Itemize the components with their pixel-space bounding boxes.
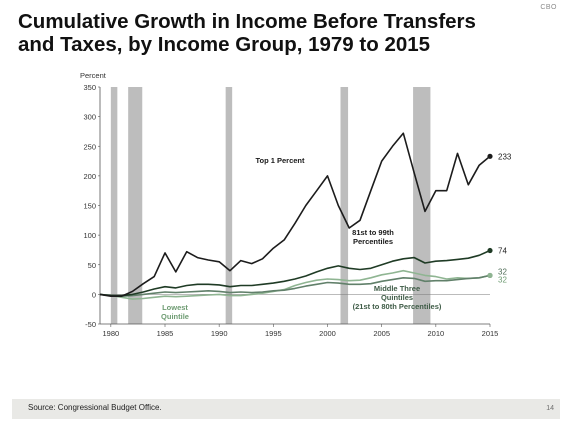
series-end-label: 233 <box>498 152 512 161</box>
title-line-1: Cumulative Growth in Income Before Trans… <box>18 10 476 33</box>
annotation-lowest-quintile: Lowest <box>162 303 188 312</box>
y-tick-label: 100 <box>83 231 96 240</box>
annotation-top-1-percent: Top 1 Percent <box>255 156 305 165</box>
recession-band <box>128 87 143 324</box>
y-tick-label: -50 <box>85 320 96 329</box>
series-end-marker <box>487 272 493 279</box>
brand-logo: CBO <box>540 4 557 11</box>
x-tick-label: 1985 <box>157 329 174 338</box>
x-tick-label: 2000 <box>319 329 336 338</box>
title-line-2: and Taxes, by Income Group, 1979 to 2015 <box>18 33 431 56</box>
x-tick-label: 2010 <box>427 329 444 338</box>
x-tick-label: 1995 <box>265 329 282 338</box>
recession-band <box>110 87 118 324</box>
series-end-marker <box>487 247 493 254</box>
y-tick-label: 0 <box>92 290 96 299</box>
annotation-81st-to-99th: Percentiles <box>353 237 393 246</box>
series-end-label: 32 <box>498 267 507 276</box>
y-tick-label: 350 <box>83 83 96 92</box>
recession-band <box>225 87 233 324</box>
series-line <box>99 274 491 298</box>
y-tick-label: 150 <box>83 202 96 211</box>
series-end-label: 32 <box>498 275 507 284</box>
annotation-81st-to-99th: 81st to 99th <box>352 228 394 237</box>
y-axis-label: Percent <box>80 71 107 80</box>
recession-band <box>340 87 349 324</box>
y-tick-label: 300 <box>83 113 96 122</box>
page-number: 14 <box>546 405 554 412</box>
x-tick-label: 2005 <box>373 329 390 338</box>
y-tick-label: 200 <box>83 172 96 181</box>
footer-bar: Source: Congressional Budget Office. 14 <box>12 399 560 419</box>
recession-band <box>413 87 431 324</box>
source-note: Source: Congressional Budget Office. <box>28 403 162 412</box>
x-tick-label: 1980 <box>102 329 119 338</box>
series-end-label: 74 <box>498 247 507 256</box>
x-tick-label: 1990 <box>211 329 228 338</box>
series-line <box>99 249 491 297</box>
series-line <box>99 269 491 300</box>
series-end-marker <box>487 153 493 159</box>
x-tick-label: 2015 <box>482 329 499 338</box>
y-tick-label: 50 <box>88 261 96 270</box>
annotation-middle-three-quintiles: (21st to 80th Percentiles) <box>353 302 442 311</box>
annotation-lowest-quintile: Quintile <box>161 312 189 321</box>
annotation-middle-three-quintiles: Quintiles <box>381 293 413 302</box>
page-title: Cumulative Growth in Income Before Trans… <box>18 10 538 56</box>
y-tick-label: 250 <box>83 142 96 151</box>
series-line <box>99 132 491 298</box>
annotation-middle-three-quintiles: Middle Three <box>374 284 420 293</box>
